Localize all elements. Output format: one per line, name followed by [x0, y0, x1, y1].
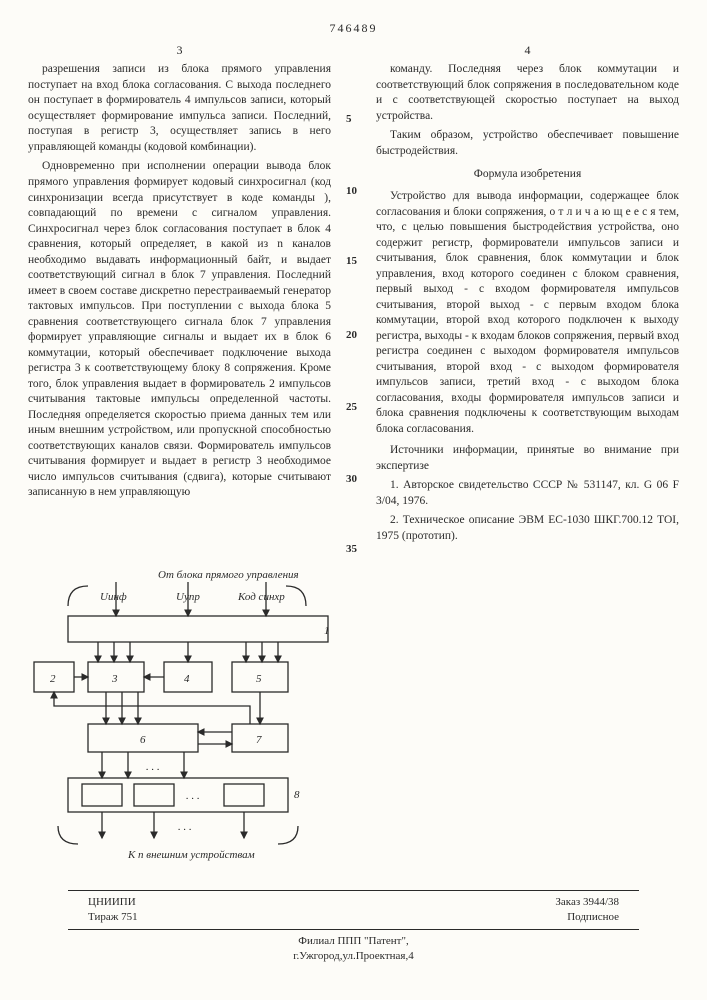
block-5-label: 5 [256, 673, 262, 685]
block-1-label: 1 [324, 625, 330, 637]
footer-org: ЦНИИПИ [88, 895, 136, 910]
left-column: 3 разрешения записи из блока прямого упр… [28, 42, 331, 548]
imprint-footer: ЦНИИПИ Заказ 3944/38 Тираж 751 Подписное… [28, 890, 679, 963]
line-num-15: 15 [346, 254, 357, 269]
line-num-30: 30 [346, 472, 357, 487]
right-para-1: команду. Последняя через блок коммутации… [376, 62, 679, 124]
footer-branch: Филиал ППП "Патент", [28, 934, 679, 949]
diagram-bottom-label: К n внешним устройствам [127, 849, 255, 861]
right-para-2: Таким образом, устройство обеспечивает п… [376, 128, 679, 159]
sig-sync: Код синхр [237, 591, 285, 603]
left-col-number: 3 [28, 42, 331, 58]
block-6-label: 6 [140, 734, 146, 746]
svg-text:. . .: . . . [178, 821, 192, 833]
block-7-label: 7 [256, 734, 262, 746]
diagram-top-label: От блока прямого управления [158, 569, 299, 581]
line-num-20: 20 [346, 328, 357, 343]
svg-text:. . .: . . . [146, 761, 160, 773]
footer-sub: Подписное [567, 910, 619, 925]
line-num-5: 5 [346, 112, 352, 127]
block-8-label: 8 [294, 789, 300, 801]
right-col-number: 4 [376, 42, 679, 58]
sig-uinf: Uинф [100, 591, 127, 603]
footer-addr: г.Ужгород,ул.Проектная,4 [28, 949, 679, 964]
source-1: 1. Авторское свидетельство СССР № 531147… [376, 478, 679, 509]
block-4-label: 4 [184, 673, 190, 685]
doc-number: 746489 [28, 20, 679, 36]
line-num-10: 10 [346, 184, 357, 199]
two-column-body: 3 разрешения записи из блока прямого упр… [28, 42, 679, 548]
source-2: 2. Техническое описание ЭВМ ЕС-1030 ШКГ.… [376, 513, 679, 544]
line-num-35: 35 [346, 542, 357, 557]
block-2-label: 2 [50, 673, 56, 685]
formula-body: Устройство для вывода информации, содерж… [376, 189, 679, 437]
right-column: 4 команду. Последняя через блок коммутац… [376, 42, 679, 548]
line-num-25: 25 [346, 400, 357, 415]
formula-title: Формула изобретения [376, 167, 679, 183]
block-diagram: От блока прямого управления Uинф Uупр Ко… [28, 566, 368, 876]
svg-text:. . .: . . . [186, 790, 200, 802]
footer-tirazh: Тираж 751 [88, 910, 138, 925]
block-3-label: 3 [111, 673, 118, 685]
sources-title: Источники информации, принятые во вниман… [376, 443, 679, 474]
line-number-gutter: 5 10 15 20 25 30 35 [353, 42, 354, 548]
left-para-1: разрешения записи из блока прямого управ… [28, 62, 331, 155]
left-para-2: Одновременно при исполнении операции выв… [28, 159, 331, 500]
footer-order: Заказ 3944/38 [555, 895, 619, 910]
